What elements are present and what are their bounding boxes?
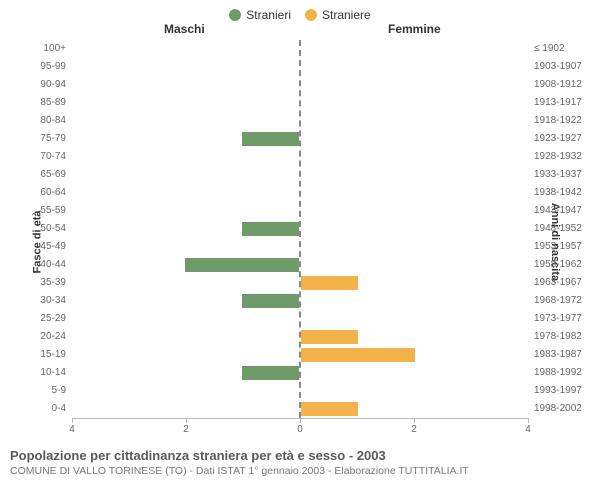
age-label: 45-49 (16, 242, 66, 252)
legend: Stranieri Straniere (0, 0, 600, 22)
chart-row: 30-34 1968-1972 (0, 292, 600, 310)
age-label: 75-79 (16, 134, 66, 144)
bar-female (301, 348, 415, 362)
birth-year-label: 1918-1922 (534, 116, 582, 126)
birth-year-label: ≤ 1902 (534, 44, 565, 54)
bar-male (242, 222, 299, 236)
chart-row: 35-39 1963-1967 (0, 274, 600, 292)
chart-row: 90-94 1908-1912 (0, 76, 600, 94)
age-label: 5-9 (16, 386, 66, 396)
chart-row: 100+ ≤ 1902 (0, 40, 600, 58)
age-label: 85-89 (16, 98, 66, 108)
chart-row: 70-74 1928-1932 (0, 148, 600, 166)
bar-female (301, 330, 358, 344)
age-label: 100+ (16, 44, 66, 54)
birth-year-label: 1948-1952 (534, 224, 582, 234)
chart-row: 10-14 1988-1992 (0, 364, 600, 382)
legend-item-female: Straniere (305, 8, 371, 22)
age-label: 60-64 (16, 188, 66, 198)
age-label: 0-4 (16, 404, 66, 414)
legend-label-female: Straniere (322, 8, 371, 22)
legend-label-male: Stranieri (246, 8, 291, 22)
age-label: 50-54 (16, 224, 66, 234)
x-tick-mark (72, 418, 73, 423)
x-tick-label: 2 (411, 424, 417, 435)
bar-female (301, 276, 358, 290)
chart-row: 0-4 1998-2002 (0, 400, 600, 418)
chart-plot-area: Fasce di età Anni di nascita 100+≤ 19029… (0, 40, 600, 444)
age-label: 55-59 (16, 206, 66, 216)
x-tick-mark (414, 418, 415, 423)
age-label: 10-14 (16, 368, 66, 378)
x-tick-label: 2 (183, 424, 189, 435)
bar-male (242, 366, 299, 380)
birth-year-label: 1903-1907 (534, 62, 582, 72)
chart-row: 60-64 1938-1942 (0, 184, 600, 202)
birth-year-label: 1998-2002 (534, 404, 582, 414)
chart-row: 45-49 1953-1957 (0, 238, 600, 256)
chart-row: 80-84 1918-1922 (0, 112, 600, 130)
birth-year-label: 1968-1972 (534, 296, 582, 306)
birth-year-label: 1928-1932 (534, 152, 582, 162)
birth-year-label: 1973-1977 (534, 314, 582, 324)
x-tick-label: 0 (297, 424, 303, 435)
chart-row: 95-99 1903-1907 (0, 58, 600, 76)
x-tick-mark (186, 418, 187, 423)
chart-row: 20-24 1978-1982 (0, 328, 600, 346)
birth-year-label: 1963-1967 (534, 278, 582, 288)
bar-male (185, 258, 299, 272)
chart-row: 40-44 1958-1962 (0, 256, 600, 274)
age-label: 90-94 (16, 80, 66, 90)
column-headers: Maschi Femmine (0, 22, 600, 40)
x-tick-mark (300, 418, 301, 423)
chart-title: Popolazione per cittadinanza straniera p… (0, 444, 600, 463)
birth-year-label: 1988-1992 (534, 368, 582, 378)
chart-subtitle: COMUNE DI VALLO TORINESE (TO) - Dati IST… (0, 463, 600, 477)
age-label: 70-74 (16, 152, 66, 162)
x-tick-label: 4 (69, 424, 75, 435)
birth-year-label: 1938-1942 (534, 188, 582, 198)
birth-year-label: 1958-1962 (534, 260, 582, 270)
birth-year-label: 1923-1927 (534, 134, 582, 144)
x-tick-mark (528, 418, 529, 423)
legend-swatch-male (229, 9, 241, 21)
age-label: 35-39 (16, 278, 66, 288)
birth-year-label: 1953-1957 (534, 242, 582, 252)
age-label: 40-44 (16, 260, 66, 270)
birth-year-label: 1933-1937 (534, 170, 582, 180)
age-label: 80-84 (16, 116, 66, 126)
column-header-female: Femmine (388, 22, 441, 36)
column-header-male: Maschi (164, 22, 205, 36)
birth-year-label: 1993-1997 (534, 386, 582, 396)
birth-year-label: 1943-1947 (534, 206, 582, 216)
age-label: 95-99 (16, 62, 66, 72)
age-label: 25-29 (16, 314, 66, 324)
birth-year-label: 1983-1987 (534, 350, 582, 360)
chart-row: 65-69 1933-1937 (0, 166, 600, 184)
bar-male (242, 294, 299, 308)
birth-year-label: 1978-1982 (534, 332, 582, 342)
age-label: 65-69 (16, 170, 66, 180)
chart-row: 5-9 1993-1997 (0, 382, 600, 400)
bar-male (242, 132, 299, 146)
birth-year-label: 1913-1917 (534, 98, 582, 108)
chart-row: 50-54 1948-1952 (0, 220, 600, 238)
chart-row: 85-89 1913-1917 (0, 94, 600, 112)
age-label: 30-34 (16, 296, 66, 306)
legend-swatch-female (305, 9, 317, 21)
x-tick-label: 4 (525, 424, 531, 435)
birth-year-label: 1908-1912 (534, 80, 582, 90)
chart-row: 25-29 1973-1977 (0, 310, 600, 328)
bar-female (301, 402, 358, 416)
legend-item-male: Stranieri (229, 8, 291, 22)
age-label: 20-24 (16, 332, 66, 342)
chart-row: 15-19 1983-1987 (0, 346, 600, 364)
chart-row: 75-79 1923-1927 (0, 130, 600, 148)
chart-row: 55-59 1943-1947 (0, 202, 600, 220)
age-label: 15-19 (16, 350, 66, 360)
